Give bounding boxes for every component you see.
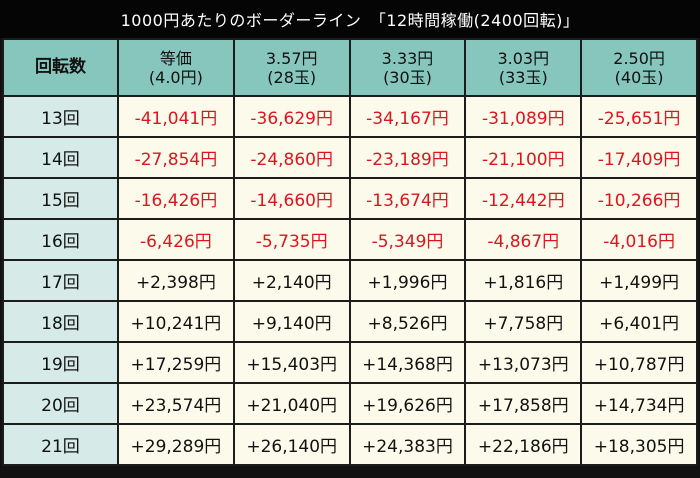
table-cell: -21,100円	[464, 136, 583, 179]
table-row: 20回 +23,574円 +21,040円 +19,626円 +17,858円 +14,7…	[2, 382, 698, 425]
table-cell: -31,089円	[464, 95, 583, 138]
table-cell: +10,241円	[117, 300, 235, 343]
table-row: 15回 -16,426円 -14,660円 -13,674円 -12,442円 -10,2…	[2, 177, 698, 220]
table-cell: +10,787円	[580, 341, 698, 384]
row-label: 16回	[2, 218, 119, 261]
table-cell: +2,398円	[117, 259, 235, 302]
table-cell: -36,629円	[232, 95, 351, 138]
table-title: 1000円あたりのボーダーライン 「12時間稼働(2400回転)」	[0, 0, 700, 38]
table-row: 14回 -27,854円 -24,860円 -23,189円 -21,100円 -17,4…	[2, 136, 698, 179]
row-label: 21回	[2, 423, 119, 466]
header-rate-3.33: 3.33円 (30玉)	[348, 38, 467, 97]
table-cell: -10,266円	[580, 177, 698, 220]
table-cell: +29,289円	[117, 423, 235, 466]
table-row: 18回 +10,241円 +9,140円 +8,526円 +7,758円 +6,401円	[2, 300, 698, 343]
table-cell: -27,854円	[117, 136, 235, 179]
table-cell: +6,401円	[580, 300, 698, 343]
table-cell: -16,426円	[117, 177, 235, 220]
table-cell: +17,259円	[117, 341, 235, 384]
table-cell: -24,860円	[232, 136, 351, 179]
row-label: 15回	[2, 177, 119, 220]
table-cell: -34,167円	[348, 95, 467, 138]
table-cell: +1,816円	[464, 259, 583, 302]
border-line-table: 回転数 等価 (4.0円) 3.57円 (28玉) 3.33円 (30玉) 3.03円…	[2, 38, 698, 466]
table-cell: -41,041円	[117, 95, 235, 138]
table-cell: +22,186円	[464, 423, 583, 466]
table-row: 17回 +2,398円 +2,140円 +1,996円 +1,816円 +1,499円	[2, 259, 698, 302]
table-row: 19回 +17,259円 +15,403円 +14,368円 +13,073円 +10,7…	[2, 341, 698, 384]
table-cell: +17,858円	[464, 382, 583, 425]
table-cell: +7,758円	[464, 300, 583, 343]
table-cell: -5,349円	[348, 218, 467, 261]
header-row: 回転数 等価 (4.0円) 3.57円 (28玉) 3.33円 (30玉) 3.03円…	[2, 38, 698, 97]
table-cell: -4,016円	[580, 218, 698, 261]
table-cell: +2,140円	[232, 259, 351, 302]
table-cell: -6,426円	[117, 218, 235, 261]
table-cell: -14,660円	[232, 177, 351, 220]
table-cell: +14,368円	[348, 341, 467, 384]
table-cell: +14,734円	[580, 382, 698, 425]
table-cell: -12,442円	[464, 177, 583, 220]
table-cell: +1,499円	[580, 259, 698, 302]
row-label: 14回	[2, 136, 119, 179]
row-label: 19回	[2, 341, 119, 384]
table-row: 16回 -6,426円 -5,735円 -5,349円 -4,867円 -4,016円	[2, 218, 698, 261]
table-cell: +18,305円	[580, 423, 698, 466]
row-label: 17回	[2, 259, 119, 302]
table-cell: +23,574円	[117, 382, 235, 425]
table-cell: -23,189円	[348, 136, 467, 179]
table-cell: +8,526円	[348, 300, 467, 343]
table-cell: -5,735円	[232, 218, 351, 261]
header-rate-3.57: 3.57円 (28玉)	[232, 38, 351, 97]
table-cell: -25,651円	[580, 95, 698, 138]
header-rate-2.50: 2.50円 (40玉)	[580, 38, 698, 97]
header-spins: 回転数	[2, 38, 119, 97]
table-row: 13回 -41,041円 -36,629円 -34,167円 -31,089円 -25,6…	[2, 95, 698, 138]
header-rate-3.03: 3.03円 (33玉)	[464, 38, 583, 97]
table-cell: +24,383円	[348, 423, 467, 466]
table-cell: +15,403円	[232, 341, 351, 384]
table-row: 21回 +29,289円 +26,140円 +24,383円 +22,186円 +18,3…	[2, 423, 698, 466]
table-cell: +19,626円	[348, 382, 467, 425]
table-cell: +13,073円	[464, 341, 583, 384]
table-cell: -4,867円	[464, 218, 583, 261]
header-rate-4.0: 等価 (4.0円)	[117, 38, 235, 97]
table-cell: +9,140円	[232, 300, 351, 343]
table-cell: -17,409円	[580, 136, 698, 179]
table-cell: +26,140円	[232, 423, 351, 466]
row-label: 20回	[2, 382, 119, 425]
row-label: 18回	[2, 300, 119, 343]
table-cell: +21,040円	[232, 382, 351, 425]
table-cell: +1,996円	[348, 259, 467, 302]
table-cell: -13,674円	[348, 177, 467, 220]
row-label: 13回	[2, 95, 119, 138]
